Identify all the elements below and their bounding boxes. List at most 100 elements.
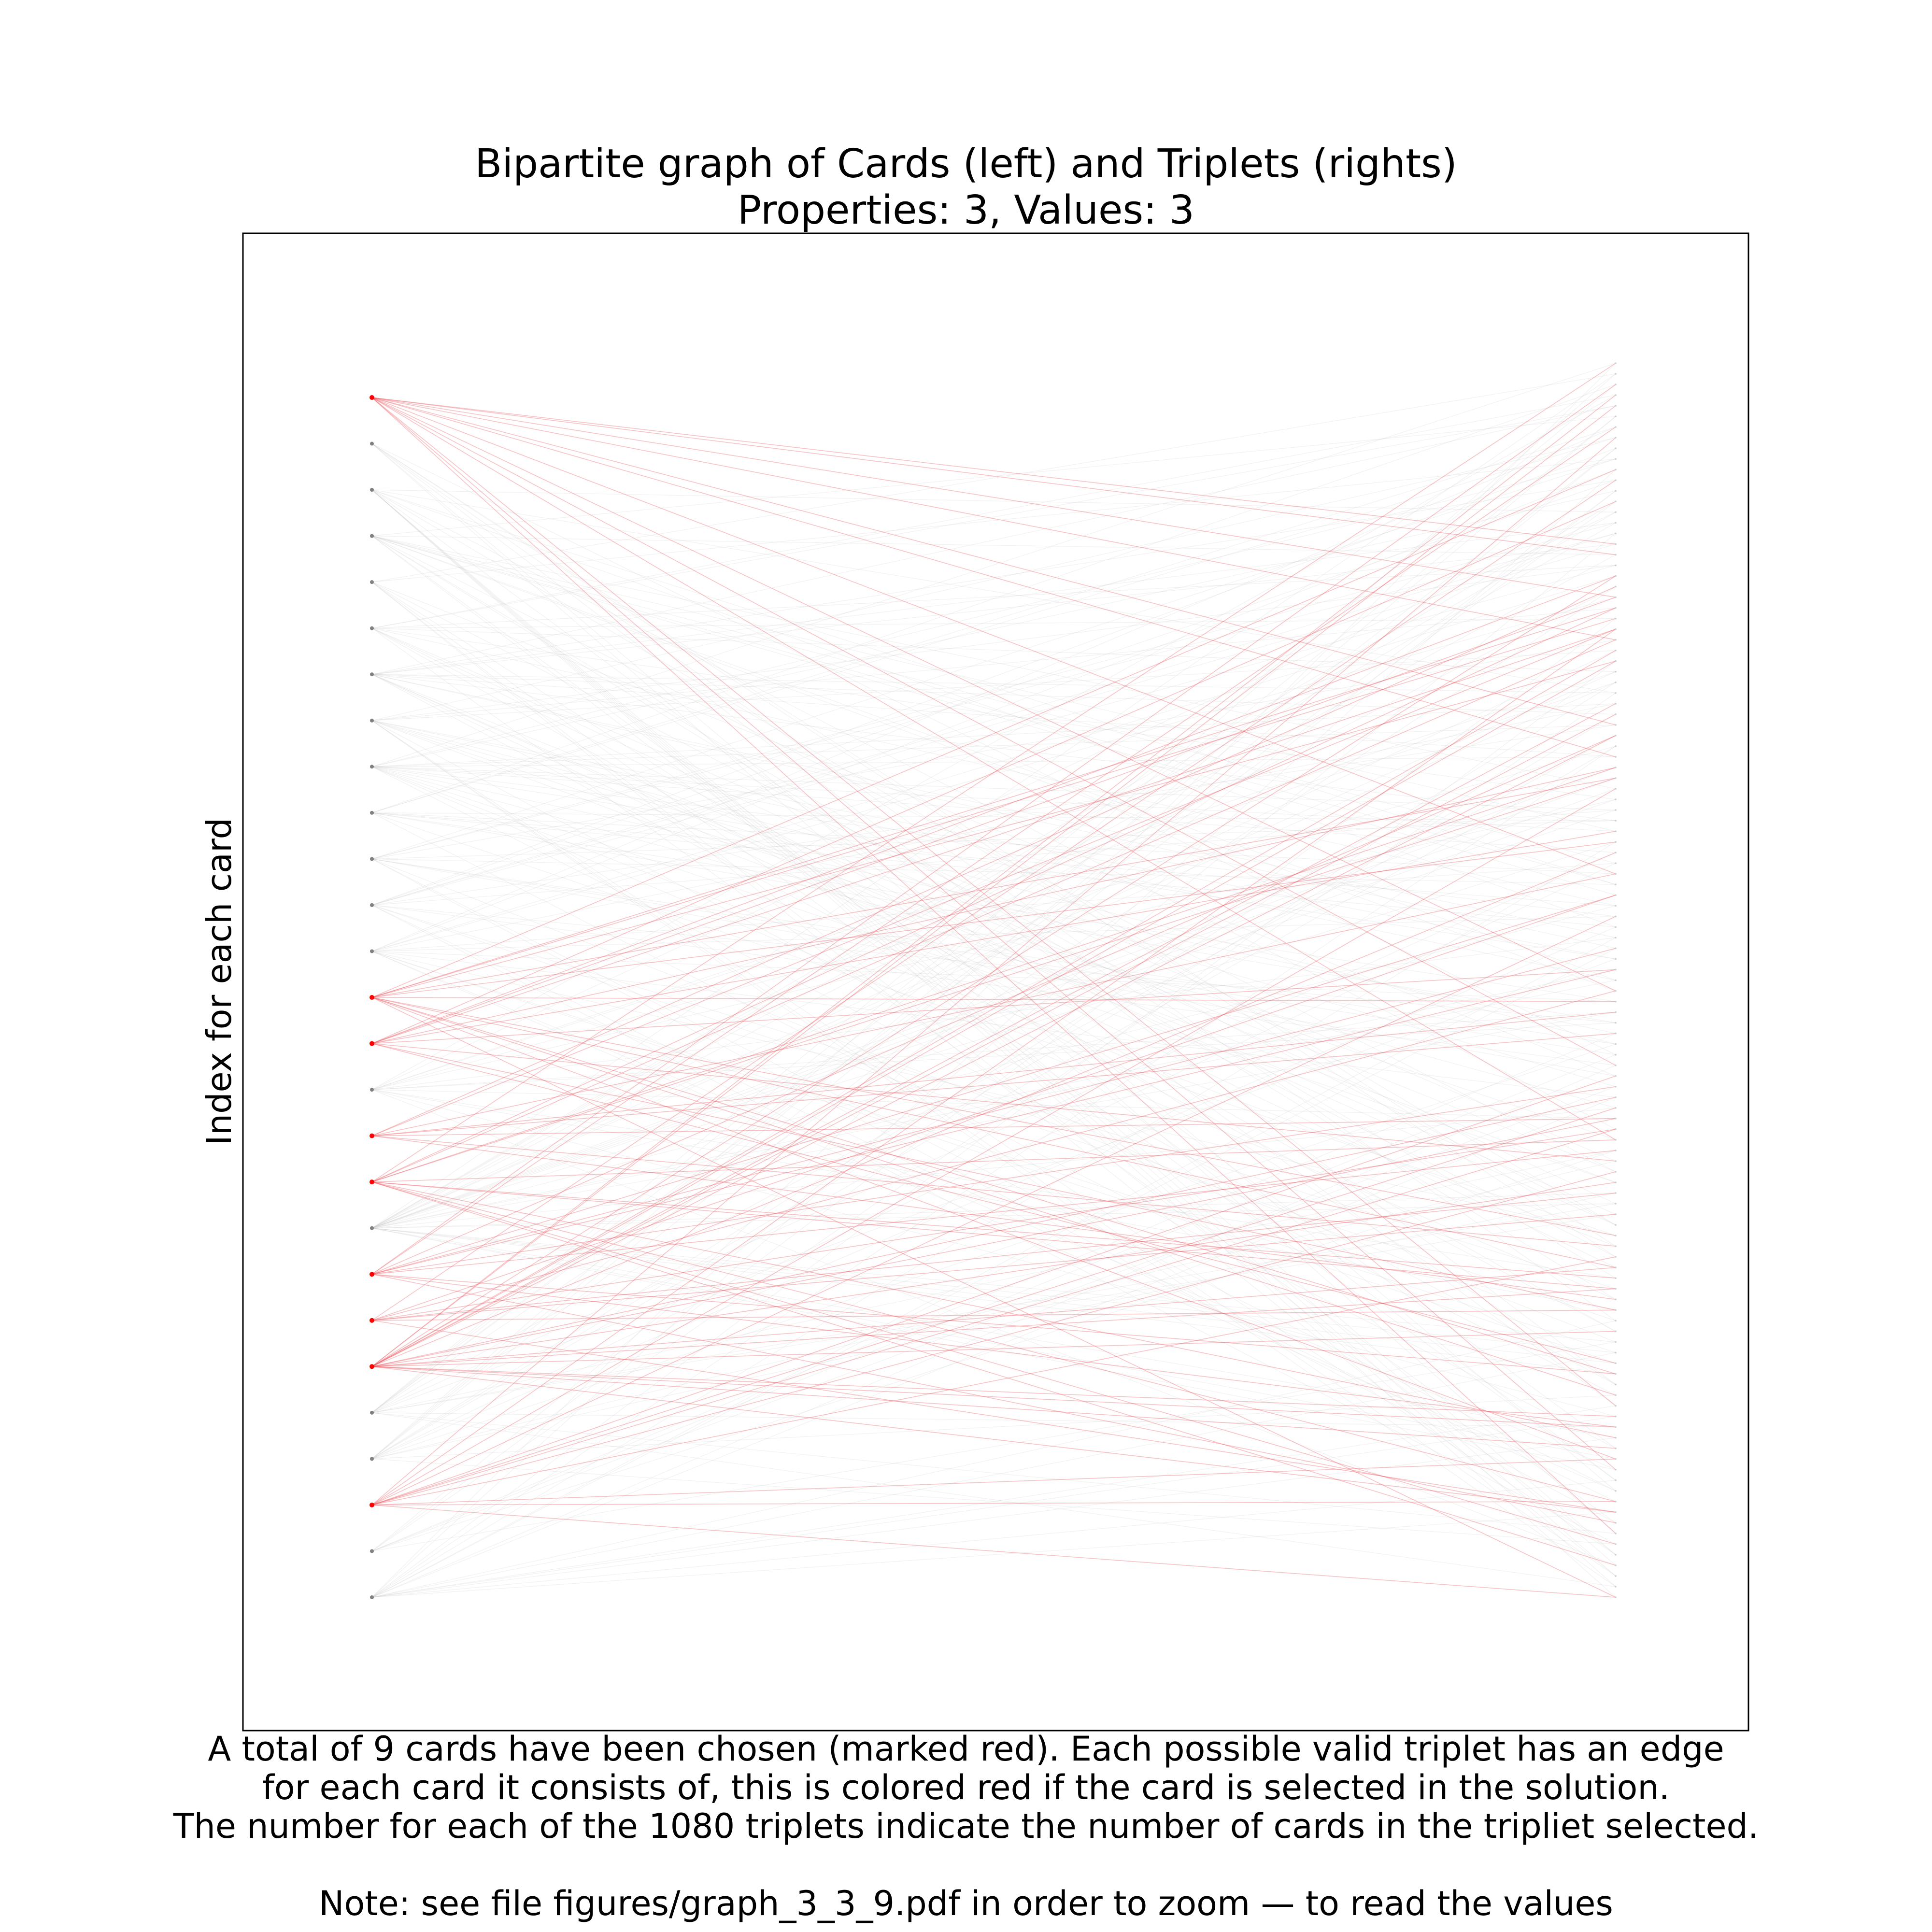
edge-selected — [371, 575, 1616, 1044]
edge-selected — [371, 916, 1616, 1506]
edge-unselected — [371, 582, 1616, 1077]
edge-unselected — [371, 536, 1616, 1300]
edge-unselected — [371, 458, 1616, 582]
triplet-node — [1615, 1139, 1617, 1141]
edge-unselected — [371, 443, 1616, 1492]
edge-selected — [371, 1129, 1616, 1321]
edge-unselected — [371, 628, 1616, 1332]
edge-unselected — [371, 746, 1616, 1598]
edge-unselected — [371, 522, 1616, 859]
edge-unselected — [371, 363, 1616, 1598]
edge-unselected — [371, 1054, 1616, 1552]
triplet-node — [1615, 990, 1617, 992]
edge-unselected — [371, 536, 1616, 1449]
triplet-node — [1615, 1511, 1617, 1513]
edge-selected — [371, 1043, 1616, 1311]
edge-selected — [371, 997, 1616, 1268]
edge-unselected — [371, 1480, 1616, 1598]
edge-unselected — [371, 582, 1616, 1481]
edge-unselected — [371, 1011, 1616, 1090]
plot-frame — [242, 232, 1749, 1732]
edge-unselected — [371, 533, 1616, 1551]
edge-selected — [371, 397, 1616, 545]
edge-selected — [371, 1011, 1616, 1136]
triplet-node — [1615, 1362, 1617, 1364]
edge-unselected — [371, 766, 1616, 1300]
edge-unselected — [371, 582, 1616, 1385]
edge-unselected — [371, 489, 1616, 1587]
edge-unselected — [371, 405, 1616, 629]
edge-unselected — [371, 951, 1616, 1236]
triplet-node — [1615, 841, 1617, 843]
edge-unselected — [371, 720, 1616, 1555]
edge-unselected — [371, 618, 1616, 1551]
edge-selected — [371, 397, 1616, 992]
triplet-node — [1615, 458, 1617, 460]
edge-unselected — [371, 720, 1616, 960]
edge-unselected — [371, 405, 1616, 675]
triplet-node — [1615, 1085, 1617, 1088]
edge-unselected — [371, 565, 1616, 906]
triplet-node — [1615, 1192, 1617, 1194]
caption-line-3: The number for each of the 1080 triplets… — [173, 1806, 1759, 1846]
edge-unselected — [371, 489, 1616, 512]
card-node — [370, 1088, 374, 1092]
edge-selected — [371, 384, 1616, 1275]
edge-selected — [371, 480, 1616, 1321]
edge-selected — [371, 607, 1616, 1182]
triplet-node — [1615, 692, 1617, 694]
edge-unselected — [371, 674, 1616, 1172]
edge-unselected — [371, 490, 1616, 767]
edge-selected — [371, 1097, 1616, 1367]
edge-selected — [371, 997, 1616, 1460]
edge-unselected — [371, 812, 1616, 821]
triplet-node — [1615, 1298, 1617, 1301]
edge-unselected — [371, 628, 1616, 672]
triplet-node — [1615, 745, 1617, 747]
edge-selected — [371, 1075, 1616, 1506]
edge-selected — [371, 990, 1616, 1321]
triplet-node — [1615, 1320, 1617, 1322]
edge-selected — [371, 1181, 1616, 1438]
edge-unselected — [371, 1089, 1616, 1279]
edge-selected — [371, 501, 1616, 1044]
y-axis-label: Index for each card — [199, 818, 239, 1145]
edge-unselected — [371, 858, 1616, 1077]
triplet-node — [1615, 522, 1617, 524]
edge-unselected — [371, 693, 1616, 1551]
edge-unselected — [371, 489, 1616, 694]
edge-unselected — [371, 1412, 1616, 1587]
chart-subtitle: Properties: 3, Values: 3 — [737, 187, 1195, 233]
edge-unselected — [371, 1086, 1616, 1552]
edge-unselected — [371, 905, 1616, 1321]
edge-selected — [371, 778, 1616, 1182]
edge-unselected — [371, 597, 1616, 952]
edge-selected — [371, 1366, 1616, 1417]
edge-unselected — [371, 628, 1616, 906]
triplet-node — [1615, 543, 1617, 545]
edge-selected — [371, 1181, 1616, 1502]
edge-unselected — [371, 1416, 1616, 1598]
edge-unselected — [371, 416, 1616, 1413]
edge-selected — [371, 397, 1616, 640]
edge-unselected — [371, 416, 1616, 1459]
edge-selected — [371, 397, 1616, 1140]
triplet-node — [1615, 426, 1617, 428]
edge-selected — [371, 1129, 1616, 1506]
card-node — [370, 1410, 374, 1415]
edge-selected — [371, 969, 1616, 1044]
edge-unselected — [371, 674, 1616, 715]
edge-unselected — [371, 458, 1616, 859]
edge-selected — [371, 397, 1616, 598]
edge-unselected — [371, 720, 1616, 1385]
edge-unselected — [371, 1065, 1616, 1598]
edge-unselected — [371, 1089, 1616, 1310]
edge-selected — [371, 1274, 1616, 1375]
edge-unselected — [371, 536, 1616, 789]
triplet-node — [1615, 1096, 1617, 1098]
edge-unselected — [371, 858, 1616, 1055]
edge-selected — [371, 397, 1616, 725]
edge-unselected — [371, 489, 1616, 927]
triplet-node — [1615, 703, 1617, 705]
